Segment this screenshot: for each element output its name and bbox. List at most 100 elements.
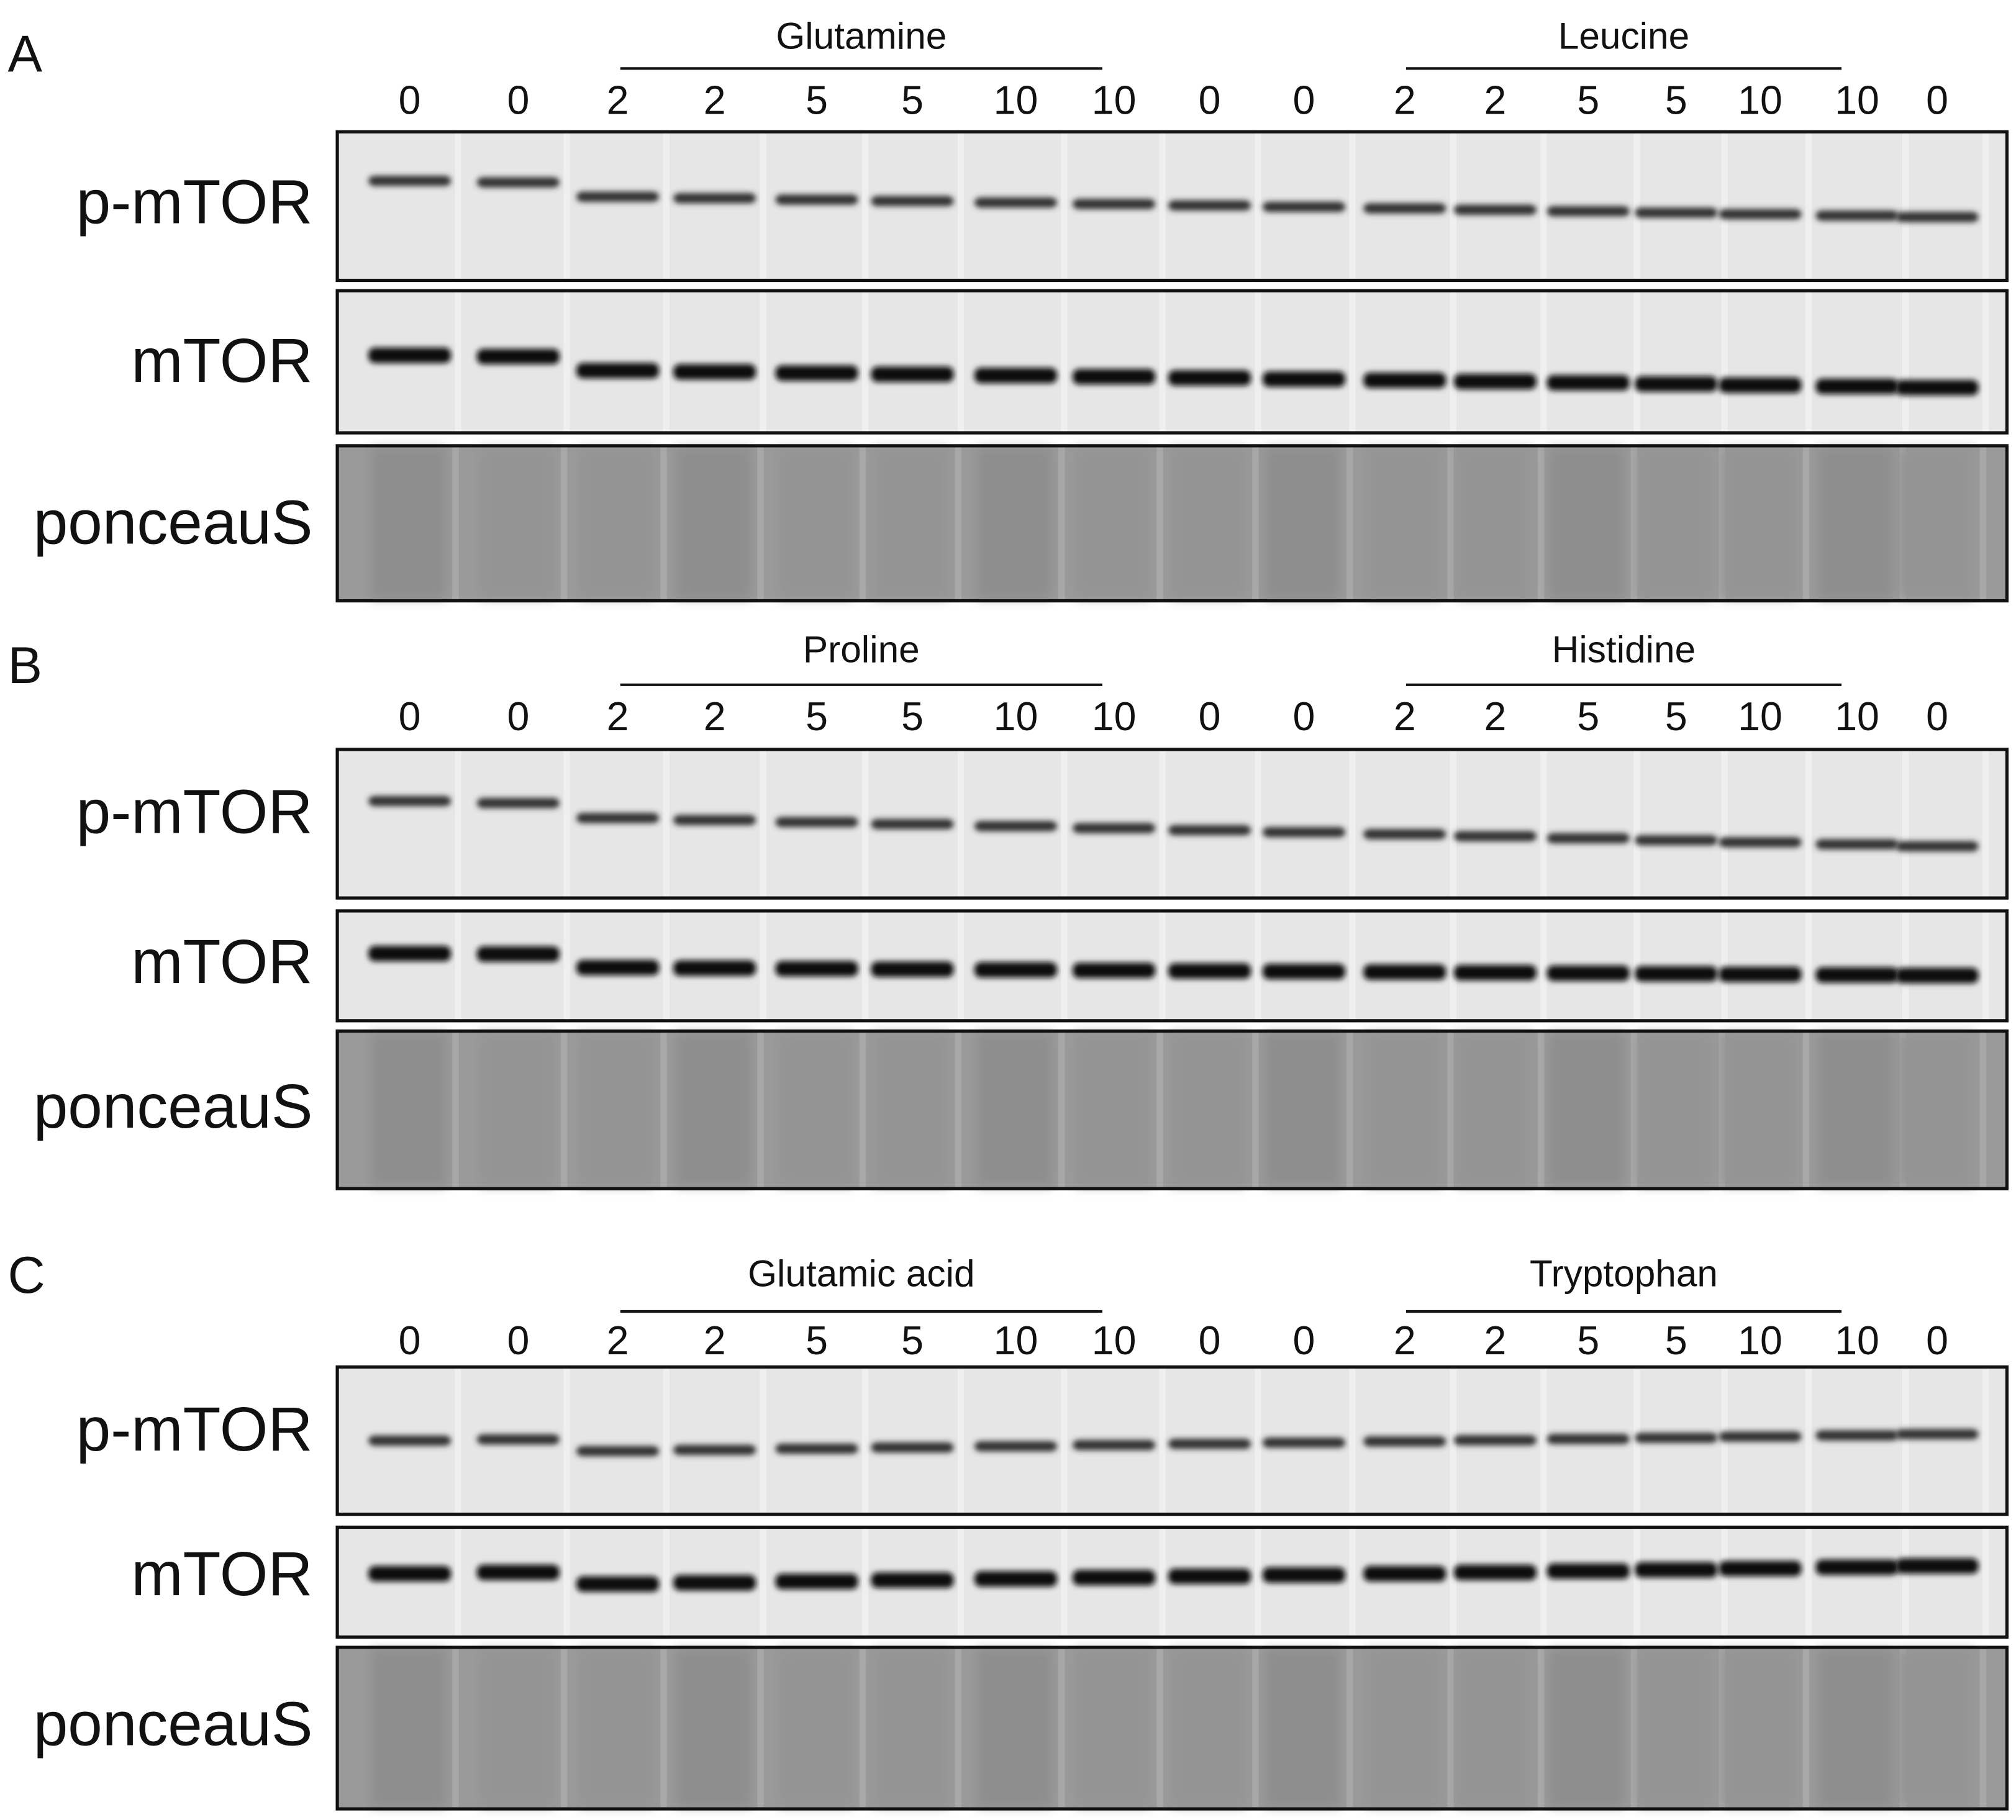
band: [368, 795, 452, 807]
lane-gap: [955, 445, 962, 601]
lane-stain: [977, 448, 1052, 599]
lane-gap: [660, 1031, 667, 1189]
row-label: mTOR: [131, 327, 312, 396]
band: [673, 1444, 756, 1456]
lane-stain: [1171, 448, 1246, 599]
band: [1262, 1437, 1346, 1448]
band: [974, 1441, 1058, 1452]
lane-gap: [957, 132, 965, 281]
lane-gap: [1450, 1367, 1457, 1514]
lane-label: 0: [1926, 694, 1948, 739]
blot-frame: [335, 444, 2009, 603]
band: [1453, 204, 1537, 215]
blot-background: [337, 291, 2007, 433]
lane-gap: [1159, 1527, 1166, 1637]
band: [974, 821, 1058, 831]
blot: [335, 444, 2009, 603]
lane-gap: [1159, 132, 1166, 281]
lane-gap: [1255, 749, 1261, 899]
lane-gap: [760, 910, 766, 1021]
lane-gap: [1447, 1031, 1454, 1189]
lane-gap: [563, 1527, 570, 1637]
lane-gap: [757, 1031, 764, 1189]
lane-gap: [1979, 1031, 1987, 1189]
lane-gap: [660, 1647, 667, 1809]
lane-gap: [455, 291, 461, 433]
lane-stain: [1265, 448, 1340, 599]
lane-gap: [1902, 910, 1909, 1021]
lane-gap: [663, 910, 670, 1021]
band: [974, 962, 1058, 978]
lane-label: 10: [1092, 1318, 1137, 1363]
lane-gap: [1061, 132, 1068, 281]
band: [871, 196, 954, 207]
blot: [335, 1365, 2009, 1516]
lane-gap: [760, 1367, 766, 1514]
lane-gap: [1902, 1367, 1909, 1514]
lane-gap: [455, 749, 461, 899]
lane-stain: [778, 448, 853, 599]
band: [1719, 837, 1802, 848]
band: [871, 818, 954, 830]
lane-label: 2: [704, 694, 726, 739]
blot-frame: [335, 1029, 2009, 1190]
lane-gap: [1540, 749, 1547, 899]
lane-label: 10: [1092, 78, 1137, 123]
lane-label: 0: [399, 694, 421, 739]
lane-gap: [1540, 1367, 1547, 1514]
lane-gap: [452, 445, 459, 601]
lane-label: 0: [1199, 1318, 1221, 1363]
lane-label: 5: [1665, 78, 1687, 123]
lane-label: 10: [1738, 694, 1782, 739]
band: [1896, 1558, 1979, 1574]
lane-label: 10: [994, 694, 1038, 739]
lane-gap: [1255, 291, 1261, 433]
lane-gap: [1721, 910, 1728, 1021]
lane-gap: [859, 1031, 866, 1189]
lane-gap: [1349, 749, 1356, 899]
lane-gap: [1346, 445, 1353, 601]
lane-label: 5: [806, 78, 828, 123]
lane-gap: [1450, 291, 1457, 433]
lane-stain: [977, 1033, 1052, 1187]
lane-stain: [1721, 1033, 1797, 1187]
band: [1635, 376, 1718, 392]
band: [576, 1446, 660, 1457]
lane-gap: [1633, 910, 1640, 1021]
lane-label: 0: [399, 78, 421, 123]
band: [476, 798, 560, 808]
lane-label: 0: [507, 694, 529, 739]
lane-gap: [859, 445, 866, 601]
lane-gap: [957, 1527, 965, 1637]
lane-label: 5: [901, 78, 924, 123]
band: [576, 813, 660, 823]
blot: [335, 748, 2009, 900]
blot: [335, 130, 2009, 283]
lane-gap: [1982, 291, 1989, 433]
lane-stain: [1075, 448, 1150, 599]
band: [1073, 199, 1156, 209]
lane-stain: [479, 1033, 555, 1187]
group-label: Leucine: [1558, 14, 1689, 57]
lane-stain: [1171, 1650, 1246, 1806]
row-label: p-mTOR: [76, 168, 313, 237]
lane-gap: [1252, 1647, 1259, 1809]
lane-label: 2: [1484, 1318, 1507, 1363]
band: [1546, 374, 1630, 391]
lane-gap: [1450, 910, 1457, 1021]
lane-label: 5: [1577, 1318, 1599, 1363]
lane-stain: [1818, 448, 1894, 599]
lane-stain: [1898, 1033, 1974, 1187]
panel-letter: A: [7, 25, 42, 83]
panel-letter: C: [7, 1246, 45, 1304]
lane-gap: [1633, 132, 1640, 281]
band: [1168, 200, 1251, 211]
band: [1168, 1569, 1251, 1585]
band: [368, 347, 452, 363]
lane-stain: [676, 1033, 751, 1187]
band: [476, 946, 560, 962]
band: [1546, 833, 1630, 844]
band: [1073, 369, 1156, 385]
lane-gap: [1902, 132, 1909, 281]
lane-stain: [479, 448, 555, 599]
